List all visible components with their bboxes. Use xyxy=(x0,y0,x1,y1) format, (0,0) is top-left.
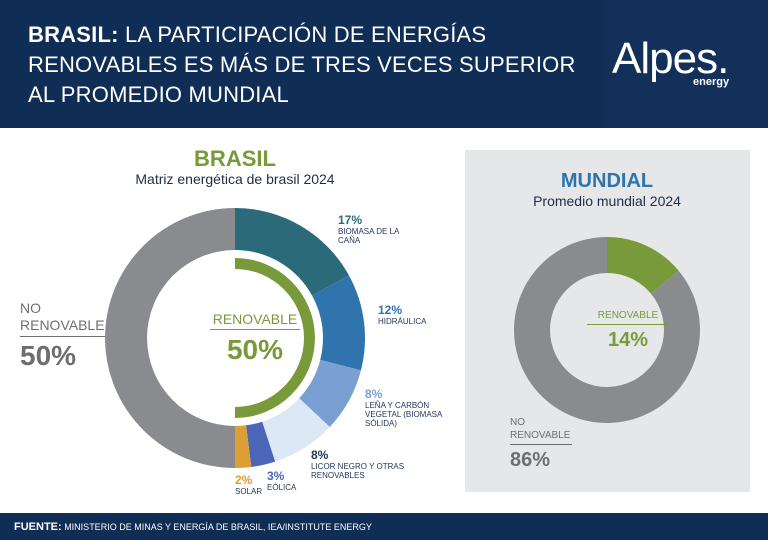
category-label: LICOR NEGRO Y OTRAS RENOVABLES xyxy=(311,462,405,480)
group-value: 50% xyxy=(226,334,284,365)
category-label: NO RENOVABLE xyxy=(510,416,572,445)
slice-label: NO RENOVABLE 86% xyxy=(510,416,580,472)
pie-slice xyxy=(299,359,361,427)
world-panel xyxy=(465,150,750,492)
slice-label: 12% HIDRÁULICA xyxy=(378,303,458,327)
slice-label: 8% LICOR NEGRO Y OTRAS RENOVABLES xyxy=(311,448,406,481)
slice-label: NO RENOVABLE 50% xyxy=(20,300,110,372)
value-label: 86% xyxy=(510,449,551,471)
value-label: 50% xyxy=(20,340,77,371)
pie-slice xyxy=(262,398,330,462)
slice-label: 3% EÓLICA xyxy=(267,469,307,493)
logo: Alpes. xyxy=(612,34,729,83)
headline-rest: LA PARTICIPACIÓN DE ENERGÍAS RENOVABLES … xyxy=(28,22,576,107)
value-label: 8% xyxy=(365,387,383,401)
pie-slice xyxy=(235,425,252,468)
value-label: 2% xyxy=(235,473,253,487)
slice-label: RENOVABLE 14% xyxy=(583,309,673,352)
value-label: 12% xyxy=(378,303,403,317)
pie-slice xyxy=(607,237,679,294)
logo-band xyxy=(604,0,768,128)
pie-slice xyxy=(513,237,700,423)
category-label: RENOVABLE xyxy=(587,309,669,325)
chart-title: BRASIL xyxy=(194,146,276,171)
slice-label: 8% LEÑA Y CARBÓN VEGETAL (BIOMASA SÓLIDA) xyxy=(365,387,450,429)
category-label: BIOMASA DE LA CAÑA xyxy=(338,227,399,245)
renewable-ring xyxy=(235,258,315,418)
pie-slice xyxy=(246,421,276,467)
pie-slice xyxy=(105,208,235,468)
value-label: 17% xyxy=(338,213,363,227)
pie-slice xyxy=(312,275,365,371)
chart-subtitle: Matriz energética de brasil 2024 xyxy=(135,171,335,187)
slice-label: 17% BIOMASA DE LA CAÑA xyxy=(338,213,418,246)
value-label: 3% xyxy=(267,469,285,483)
category-label: EÓLICA xyxy=(267,483,297,492)
slice-label: 2% SOLAR xyxy=(235,473,275,497)
header-band xyxy=(0,0,604,128)
value-label: 14% xyxy=(607,329,649,351)
footer: FUENTE: MINISTERIO DE MINAS Y ENERGÍA DE… xyxy=(14,521,372,533)
category-label: HIDRÁULICA xyxy=(378,317,427,326)
logo-sub: energy xyxy=(693,76,730,88)
category-label: LEÑA Y CARBÓN VEGETAL (BIOMASA SÓLIDA) xyxy=(365,401,442,428)
pie-slice xyxy=(235,208,349,296)
category-label: NO RENOVABLE xyxy=(20,300,105,337)
chart-title: MUNDIAL xyxy=(560,170,654,192)
headline: BRASIL: LA PARTICIPACIÓN DE ENERGÍAS REN… xyxy=(28,20,588,110)
chart-subtitle: Promedio mundial 2024 xyxy=(533,193,681,209)
group-label: RENOVABLE xyxy=(210,311,300,330)
footer-label: FUENTE: xyxy=(14,521,62,533)
category-label: SOLAR xyxy=(235,487,263,496)
footer-text: MINISTERIO DE MINAS Y ENERGÍA DE BRASIL,… xyxy=(64,522,372,532)
headline-bold: BRASIL: xyxy=(28,22,119,47)
footer-band xyxy=(0,513,768,540)
value-label: 8% xyxy=(311,448,329,462)
